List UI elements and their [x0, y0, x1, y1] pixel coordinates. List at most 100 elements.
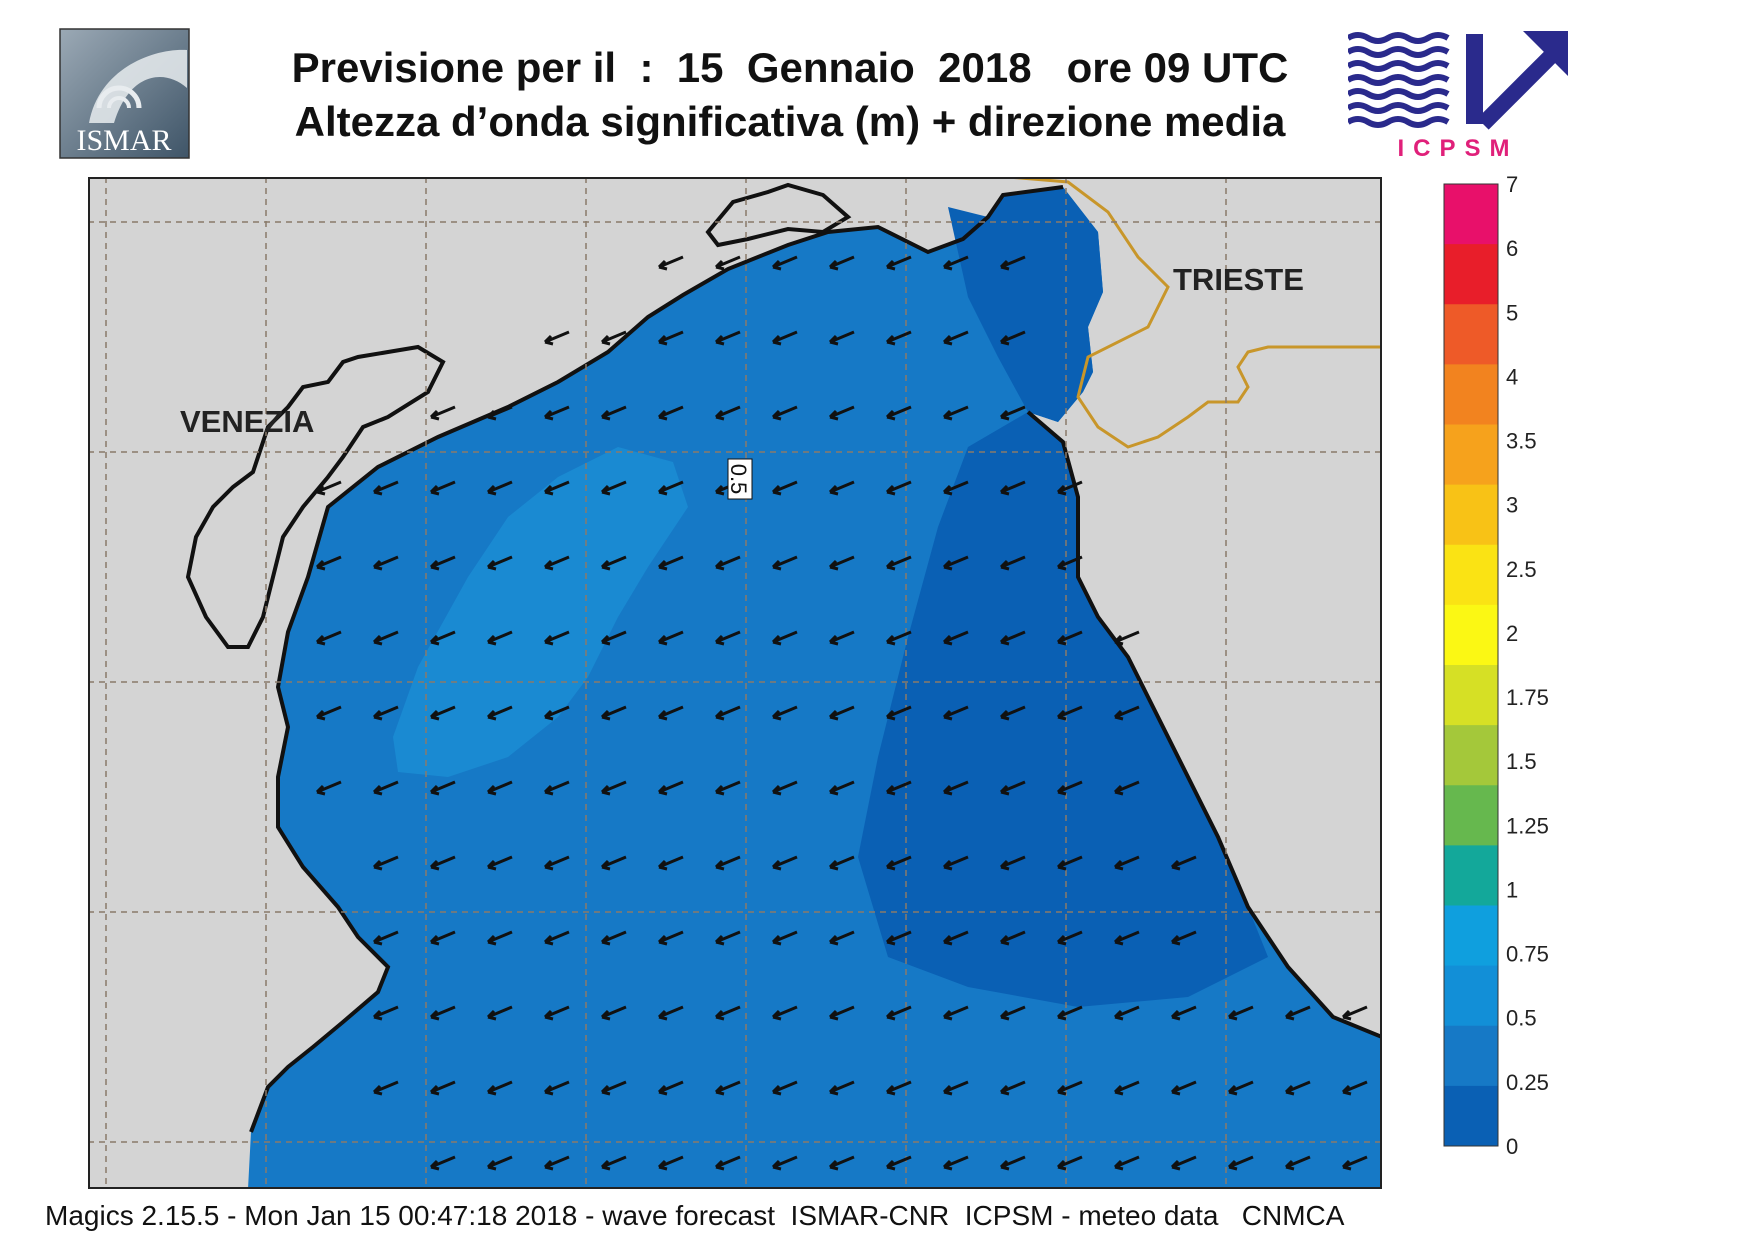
direction-arrow	[600, 405, 627, 421]
direction-arrow	[942, 555, 969, 571]
direction-arrow	[1056, 480, 1083, 496]
direction-arrow	[1170, 1005, 1197, 1021]
direction-arrow	[1113, 1080, 1140, 1096]
legend-swatch	[1444, 604, 1498, 666]
direction-arrow	[1341, 1005, 1368, 1021]
direction-arrow	[828, 330, 855, 346]
direction-arrow	[1170, 855, 1197, 871]
direction-arrow	[1227, 1155, 1254, 1171]
direction-arrow	[1227, 1005, 1254, 1021]
direction-arrow	[1113, 930, 1140, 946]
direction-arrow	[999, 930, 1026, 946]
direction-arrow	[1170, 1155, 1197, 1171]
direction-arrow	[1341, 1080, 1368, 1096]
legend-tick-label: 2	[1506, 621, 1518, 646]
direction-arrow	[1113, 1155, 1140, 1171]
legend-tick-label: 0.25	[1506, 1070, 1549, 1095]
legend-frame	[1443, 183, 1499, 1147]
direction-arrow	[771, 705, 798, 721]
direction-arrow	[828, 555, 855, 571]
direction-arrow	[1113, 630, 1140, 646]
direction-arrow	[657, 780, 684, 796]
legend-swatch	[1444, 364, 1498, 425]
direction-arrow	[942, 855, 969, 871]
direction-arrow	[486, 555, 513, 571]
footer-credits: Magics 2.15.5 - Mon Jan 15 00:47:18 2018…	[45, 1200, 1345, 1231]
legend-swatch	[1444, 544, 1498, 606]
direction-arrow	[1056, 630, 1083, 646]
direction-arrow	[771, 1155, 798, 1171]
direction-arrow	[828, 255, 855, 271]
direction-arrow	[714, 630, 741, 646]
direction-arrow	[828, 930, 855, 946]
sea-class-05-075	[393, 447, 688, 777]
direction-arrow	[486, 855, 513, 871]
direction-arrow	[1056, 1080, 1083, 1096]
direction-arrow	[372, 630, 399, 646]
direction-arrow	[942, 1155, 969, 1171]
legend-tick-label: 2.5	[1506, 557, 1537, 582]
direction-arrow	[828, 705, 855, 721]
direction-arrow	[315, 555, 342, 571]
direction-arrow	[657, 855, 684, 871]
direction-arrow	[942, 1005, 969, 1021]
direction-arrow	[600, 630, 627, 646]
direction-arrows	[315, 255, 1368, 1171]
direction-arrow	[828, 1080, 855, 1096]
direction-arrow	[942, 705, 969, 721]
direction-arrow	[999, 705, 1026, 721]
direction-arrow	[999, 555, 1026, 571]
contour-label-group: 0.5	[726, 458, 753, 500]
direction-arrow	[942, 480, 969, 496]
direction-arrow	[486, 480, 513, 496]
legend-tick-label: 1.5	[1506, 749, 1537, 774]
direction-arrow	[942, 780, 969, 796]
legend-tick-label: 1.75	[1506, 685, 1549, 710]
direction-arrow	[885, 1155, 912, 1171]
direction-arrow	[429, 1080, 456, 1096]
direction-arrow	[885, 855, 912, 871]
direction-arrow	[885, 255, 912, 271]
grid-lines	[88, 177, 1382, 1189]
direction-arrow	[429, 780, 456, 796]
direction-arrow	[657, 330, 684, 346]
coastline	[249, 185, 1064, 1133]
direction-arrow	[657, 405, 684, 421]
direction-arrow	[486, 930, 513, 946]
direction-arrow	[657, 1080, 684, 1096]
legend-swatch	[1444, 665, 1498, 726]
legend-swatch	[1444, 304, 1498, 365]
legend-tick-label: 0.5	[1506, 1006, 1537, 1031]
direction-arrow	[429, 405, 456, 421]
direction-arrow	[543, 1080, 570, 1096]
direction-arrow	[543, 630, 570, 646]
direction-arrow	[543, 705, 570, 721]
direction-arrow	[486, 1155, 513, 1171]
direction-arrow	[429, 555, 456, 571]
legend-tick-label: 6	[1506, 236, 1518, 261]
direction-arrow	[429, 1155, 456, 1171]
direction-arrow	[372, 1080, 399, 1096]
direction-arrow	[714, 855, 741, 871]
direction-arrow	[771, 555, 798, 571]
direction-arrow	[885, 555, 912, 571]
direction-arrow	[999, 405, 1026, 421]
direction-arrow	[429, 480, 456, 496]
direction-arrow	[885, 330, 912, 346]
direction-arrow	[1113, 1005, 1140, 1021]
direction-arrow	[1056, 855, 1083, 871]
marano-lagoon	[705, 182, 852, 248]
direction-arrow	[600, 330, 627, 346]
direction-arrow	[999, 480, 1026, 496]
direction-arrow	[771, 780, 798, 796]
direction-arrow	[828, 405, 855, 421]
direction-arrow	[429, 1005, 456, 1021]
direction-arrow	[1113, 705, 1140, 721]
lagoon-venezia	[185, 344, 446, 649]
ismar-logo: ISMAR	[59, 28, 190, 159]
direction-arrow	[828, 855, 855, 871]
direction-arrow	[999, 330, 1026, 346]
coastline-east	[1026, 410, 1383, 1039]
direction-arrow	[885, 1080, 912, 1096]
legend-swatch	[1444, 785, 1498, 846]
